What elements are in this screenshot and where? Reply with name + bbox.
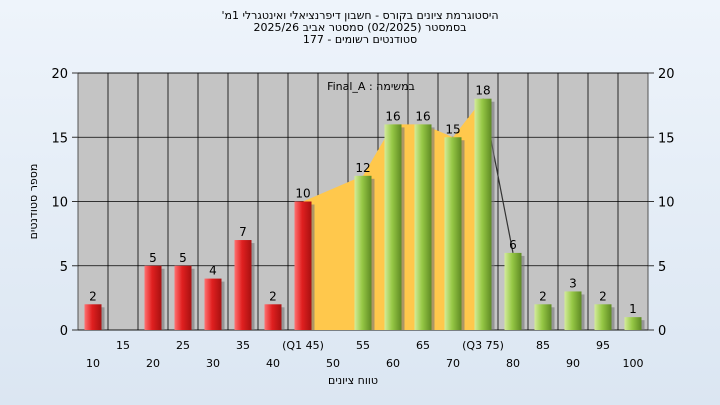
bar-value-label: 15: [445, 122, 460, 136]
bar: [474, 98, 492, 330]
x-tick-label: 60: [386, 357, 400, 370]
x-tick-label: 40: [266, 357, 280, 370]
bar: [594, 304, 612, 330]
y-tick-label-right: 10: [658, 196, 675, 211]
x-tick-label: 50: [326, 357, 340, 370]
x-tick-label: 15: [116, 339, 130, 352]
y-tick-label-left: 15: [51, 131, 68, 146]
bar: [294, 201, 312, 330]
x-tick-label: 20: [146, 357, 160, 370]
x-tick-label: 65: [416, 339, 430, 352]
bar: [444, 137, 462, 330]
bar: [174, 265, 192, 330]
bar: [354, 175, 372, 330]
x-tick-label: 25: [176, 339, 190, 352]
y-tick-label-right: 5: [658, 260, 666, 275]
y-tick-label-left: 20: [51, 67, 68, 82]
x-tick-label: (Q1 45): [282, 339, 324, 352]
bar-value-label: 7: [239, 225, 247, 239]
x-tick-label: 95: [596, 339, 610, 352]
bar-value-label: 5: [179, 251, 187, 265]
y-tick-label-right: 20: [658, 67, 675, 82]
x-tick-label: 55: [356, 339, 370, 352]
x-tick-label: 30: [206, 357, 220, 370]
chart-title: היסטוגרמת ציונים בקורס - חשבון דיפרנציאל…: [221, 9, 499, 22]
x-tick-label: 10: [86, 357, 100, 370]
bar: [564, 291, 582, 330]
bar-value-label: 1: [629, 302, 637, 316]
bar-value-label: 10: [295, 187, 310, 201]
bar-value-label: 16: [415, 109, 430, 123]
x-tick-label: 70: [446, 357, 460, 370]
task-annotation: במשימה : Final_A: [327, 80, 415, 93]
y-tick-label-right: 0: [658, 324, 666, 339]
bar: [144, 265, 162, 330]
bar: [414, 124, 432, 331]
bar-value-label: 18: [475, 84, 490, 98]
x-tick-label: 100: [623, 357, 644, 370]
y-tick-label-left: 0: [60, 324, 68, 339]
bar-value-label: 2: [539, 289, 547, 303]
bar-value-label: 5: [149, 251, 157, 265]
x-tick-label: 35: [236, 339, 250, 352]
bar: [234, 240, 252, 330]
x-axis-title: טווח ציונים: [328, 374, 378, 387]
bar-value-label: 2: [269, 289, 277, 303]
bar: [624, 317, 642, 330]
y-tick-label-left: 10: [51, 196, 68, 211]
bar-value-label: 6: [509, 238, 517, 252]
bar-value-label: 2: [89, 289, 97, 303]
x-tick-label: 85: [536, 339, 550, 352]
chart-subtitle: בסמסטר (02/2025) סמסטר אביב 2025/26: [253, 21, 467, 34]
y-tick-label-right: 15: [658, 131, 675, 146]
bar-value-label: 12: [355, 161, 370, 175]
bar: [264, 304, 282, 330]
y-tick-label-left: 5: [60, 260, 68, 275]
bar: [504, 252, 522, 330]
bar-value-label: 2: [599, 289, 607, 303]
x-tick-label: (Q3 75): [462, 339, 504, 352]
y-axis-title: מספר סטודנטים: [27, 164, 40, 240]
bar-value-label: 16: [385, 109, 400, 123]
bar: [204, 278, 222, 330]
bar-value-label: 4: [209, 264, 217, 278]
x-tick-label: 80: [506, 357, 520, 370]
bar: [534, 304, 552, 330]
chart-titles: היסטוגרמת ציונים בקורס - חשבון דיפרנציאל…: [0, 10, 720, 46]
bar: [84, 304, 102, 330]
x-tick-label: 90: [566, 357, 580, 370]
bar-value-label: 3: [569, 276, 577, 290]
chart-enrollment: סטודנטים רשומים - 177: [302, 33, 418, 46]
bar: [384, 124, 402, 331]
